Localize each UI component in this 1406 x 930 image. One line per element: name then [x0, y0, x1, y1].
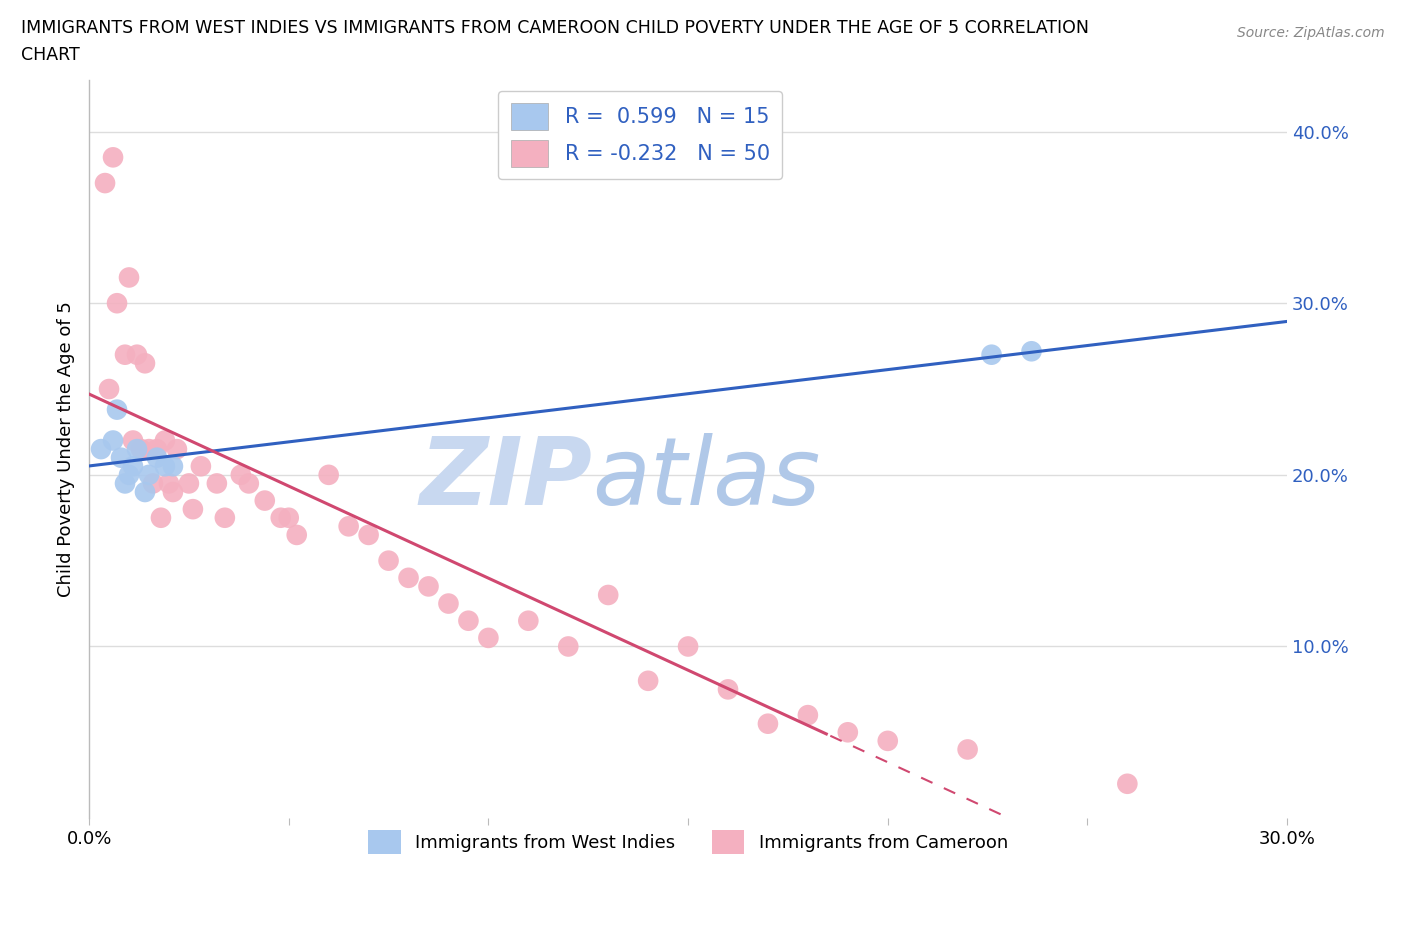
Point — [277, 511, 299, 525]
Point — [157, 476, 180, 491]
Text: IMMIGRANTS FROM WEST INDIES VS IMMIGRANTS FROM CAMEROON CHILD POVERTY UNDER THE : IMMIGRANTS FROM WEST INDIES VS IMMIGRANT… — [21, 19, 1090, 36]
Point — [122, 433, 145, 448]
Point — [94, 176, 117, 191]
Point — [177, 476, 200, 491]
Point — [114, 476, 136, 491]
Point — [517, 613, 540, 628]
Point — [90, 442, 112, 457]
Point — [138, 468, 160, 483]
Point — [149, 511, 172, 525]
Point — [717, 682, 740, 697]
Y-axis label: Child Poverty Under the Age of 5: Child Poverty Under the Age of 5 — [58, 301, 75, 597]
Point — [418, 579, 440, 594]
Point — [214, 511, 236, 525]
Point — [205, 476, 228, 491]
Point — [146, 442, 169, 457]
Point — [118, 270, 141, 285]
Point — [285, 527, 308, 542]
Point — [122, 458, 145, 473]
Point — [153, 433, 176, 448]
Point — [125, 347, 148, 362]
Point — [598, 588, 620, 603]
Point — [114, 347, 136, 362]
Point — [876, 734, 898, 749]
Point — [146, 450, 169, 465]
Point — [129, 442, 152, 457]
Point — [110, 450, 132, 465]
Point — [134, 356, 156, 371]
Point — [457, 613, 479, 628]
Point — [138, 442, 160, 457]
Point — [337, 519, 360, 534]
Point — [956, 742, 979, 757]
Point — [105, 402, 128, 417]
Text: atlas: atlas — [592, 433, 821, 525]
Point — [377, 553, 399, 568]
Point — [676, 639, 699, 654]
Point — [270, 511, 292, 525]
Point — [837, 724, 859, 739]
Point — [238, 476, 260, 491]
Text: ZIP: ZIP — [419, 432, 592, 525]
Point — [253, 493, 276, 508]
Point — [318, 468, 340, 483]
Point — [142, 476, 165, 491]
Point — [98, 381, 121, 396]
Point — [162, 458, 184, 473]
Point — [357, 527, 380, 542]
Point — [134, 485, 156, 499]
Text: Source: ZipAtlas.com: Source: ZipAtlas.com — [1237, 26, 1385, 40]
Point — [557, 639, 579, 654]
Text: CHART: CHART — [21, 46, 80, 64]
Point — [101, 433, 124, 448]
Point — [190, 458, 212, 473]
Point — [105, 296, 128, 311]
Point — [1116, 777, 1139, 791]
Point — [153, 458, 176, 473]
Legend: Immigrants from West Indies, Immigrants from Cameroon: Immigrants from West Indies, Immigrants … — [361, 823, 1015, 861]
Point — [166, 442, 188, 457]
Point — [756, 716, 779, 731]
Point — [437, 596, 460, 611]
Point — [980, 347, 1002, 362]
Point — [181, 501, 204, 516]
Point — [229, 468, 252, 483]
Point — [125, 442, 148, 457]
Point — [797, 708, 820, 723]
Point — [118, 468, 141, 483]
Point — [162, 485, 184, 499]
Point — [1021, 344, 1043, 359]
Point — [398, 570, 420, 585]
Point — [477, 631, 499, 645]
Point — [101, 150, 124, 165]
Point — [637, 673, 659, 688]
